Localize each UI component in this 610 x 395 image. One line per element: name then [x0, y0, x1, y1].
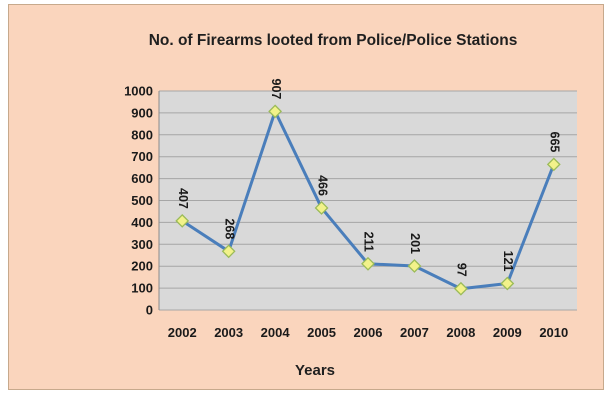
data-point-marker — [453, 281, 468, 296]
data-label: 211 — [362, 232, 376, 252]
data-point-marker — [361, 256, 375, 271]
data-point-marker — [546, 157, 561, 172]
x-axis-label: Years — [295, 362, 335, 379]
x-tick-label: 2002 — [168, 325, 197, 340]
series-line-group: 407 268 907 466 211 201 97 121 665 — [175, 79, 561, 296]
y-tick-label: 100 — [131, 281, 153, 296]
y-tick-label: 0 — [146, 303, 153, 318]
x-tick-label: 2010 — [539, 325, 568, 340]
x-tick-label: 2009 — [493, 325, 522, 340]
x-axis-ticks: 2002 2003 2004 2005 2006 2007 2008 2009 2010 — [168, 325, 568, 340]
y-tick-label: 800 — [131, 127, 153, 142]
x-tick-label: 2005 — [307, 325, 336, 340]
data-label: 907 — [269, 79, 283, 100]
y-tick-label: 500 — [131, 193, 153, 208]
data-label: 97 — [455, 263, 469, 277]
y-tick-label: 400 — [131, 215, 153, 230]
y-axis-ticks: 0 100 200 300 400 500 600 700 800 900 1000 — [124, 84, 153, 318]
y-tick-label: 300 — [131, 237, 153, 252]
y-tick-label: 1000 — [124, 84, 153, 99]
data-point-marker — [407, 259, 422, 273]
data-point-marker — [314, 201, 329, 215]
y-tick-label: 600 — [131, 171, 153, 186]
data-label: 268 — [222, 218, 236, 239]
data-point-marker — [268, 104, 283, 119]
data-label: 665 — [547, 132, 561, 153]
x-tick-label: 2007 — [400, 325, 429, 340]
data-label: 121 — [501, 251, 515, 272]
line-chart: No. of Firearms looted from Police/Polic… — [9, 5, 603, 389]
y-tick-label: 200 — [131, 259, 153, 274]
data-label: 407 — [176, 188, 190, 209]
chart-frame: No. of Firearms looted from Police/Polic… — [8, 4, 604, 390]
data-point-marker — [221, 244, 236, 259]
x-tick-label: 2003 — [214, 325, 243, 340]
data-label: 201 — [408, 233, 422, 254]
x-tick-label: 2008 — [446, 325, 475, 340]
data-point-marker — [500, 276, 515, 291]
plot-area — [158, 90, 577, 311]
x-tick-label: 2004 — [261, 325, 291, 340]
y-tick-label: 900 — [131, 105, 153, 120]
data-label: 466 — [315, 175, 329, 196]
y-tick-label: 700 — [131, 149, 153, 164]
x-tick-label: 2006 — [354, 325, 383, 340]
chart-title: No. of Firearms looted from Police/Polic… — [149, 32, 518, 49]
data-point-marker — [175, 213, 190, 228]
